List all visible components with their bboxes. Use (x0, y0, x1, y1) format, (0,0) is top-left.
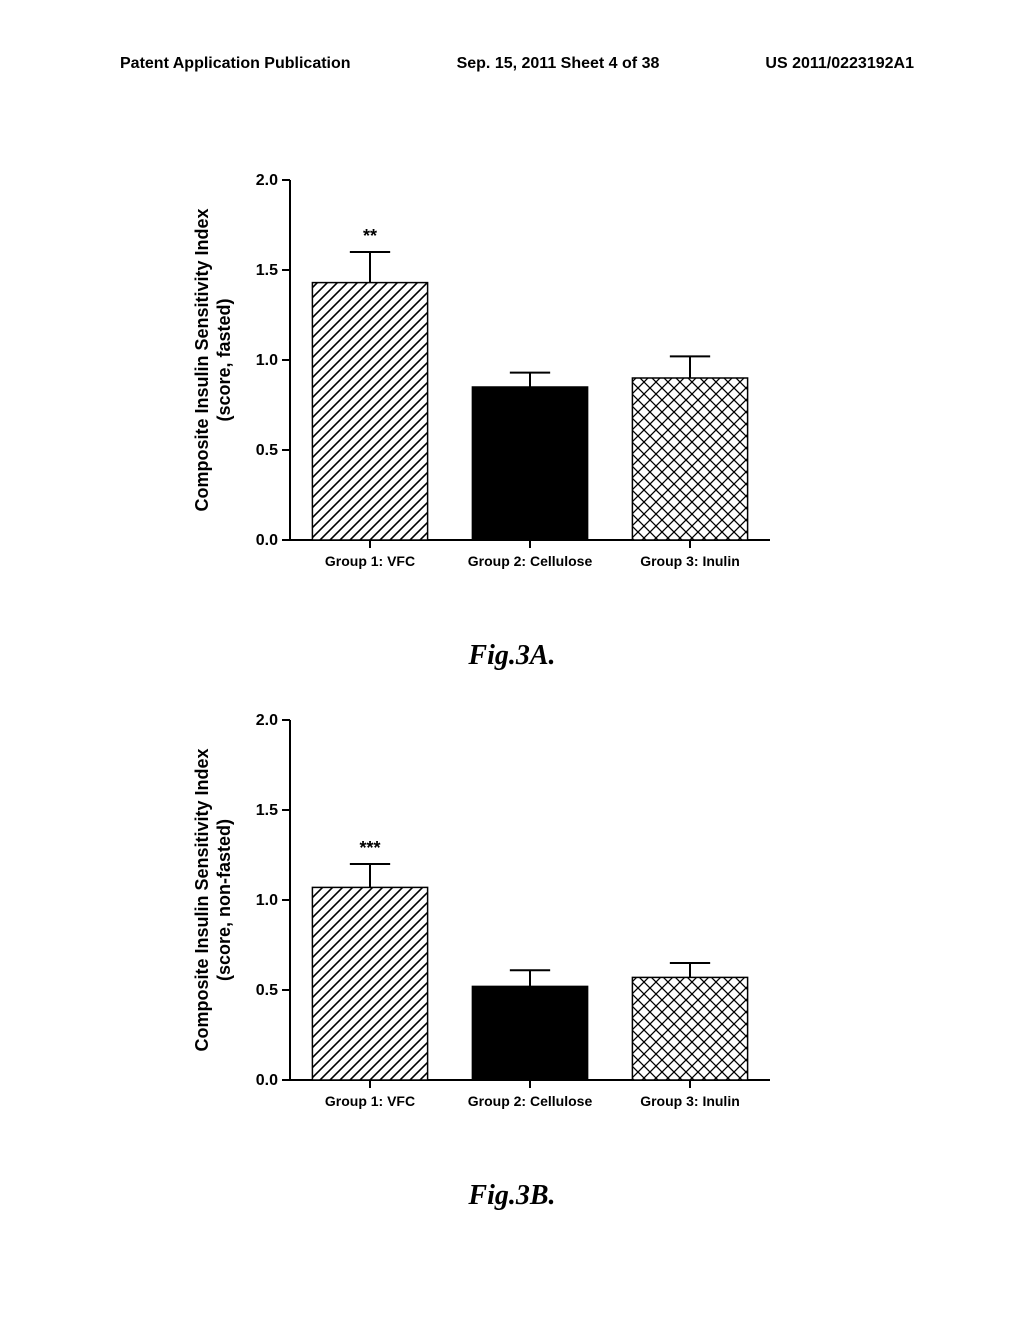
header-left: Patent Application Publication (120, 55, 351, 73)
page-header: Patent Application Publication Sep. 15, … (0, 55, 1024, 73)
svg-text:1.5: 1.5 (256, 802, 278, 819)
svg-text:Group 1: VFC: Group 1: VFC (325, 1093, 415, 1109)
svg-text:0.0: 0.0 (256, 1072, 278, 1089)
svg-text:Group 3: Inulin: Group 3: Inulin (640, 1093, 740, 1109)
svg-text:2.0: 2.0 (256, 172, 278, 189)
svg-text:Group 1: VFC: Group 1: VFC (325, 553, 415, 569)
svg-text:0.5: 0.5 (256, 982, 278, 999)
figure-caption-3a: Fig.3A. (0, 640, 1024, 672)
svg-text:**: ** (363, 226, 377, 246)
svg-text:Composite Insulin Sensitivity: Composite Insulin Sensitivity Index (192, 748, 212, 1051)
svg-text:Group 2: Cellulose: Group 2: Cellulose (468, 1093, 593, 1109)
svg-text:1.5: 1.5 (256, 262, 278, 279)
svg-text:Group 3: Inulin: Group 3: Inulin (640, 553, 740, 569)
svg-text:(score, non-fasted): (score, non-fasted) (214, 819, 234, 981)
svg-text:0.0: 0.0 (256, 532, 278, 549)
header-center: Sep. 15, 2011 Sheet 4 of 38 (457, 55, 660, 73)
svg-text:2.0: 2.0 (256, 712, 278, 729)
svg-text:Group 2: Cellulose: Group 2: Cellulose (468, 553, 593, 569)
svg-text:Composite Insulin Sensitivity: Composite Insulin Sensitivity Index (192, 208, 212, 511)
page: Patent Application Publication Sep. 15, … (0, 0, 1024, 1320)
header-right: US 2011/0223192A1 (765, 55, 914, 73)
svg-text:***: *** (359, 838, 380, 858)
chart-3a: 0.0 0.5 1.0 1.5 2.0 Composite Insulin Sensiti… (170, 160, 790, 595)
svg-text:1.0: 1.0 (256, 352, 278, 369)
svg-text:(score, fasted): (score, fasted) (214, 298, 234, 421)
svg-text:1.0: 1.0 (256, 892, 278, 909)
figure-caption-3b: Fig.3B. (0, 1180, 1024, 1212)
chart-3b: 0.0 0.5 1.0 1.5 2.0 Composite Insulin Sensiti… (170, 700, 790, 1135)
svg-text:0.5: 0.5 (256, 442, 278, 459)
